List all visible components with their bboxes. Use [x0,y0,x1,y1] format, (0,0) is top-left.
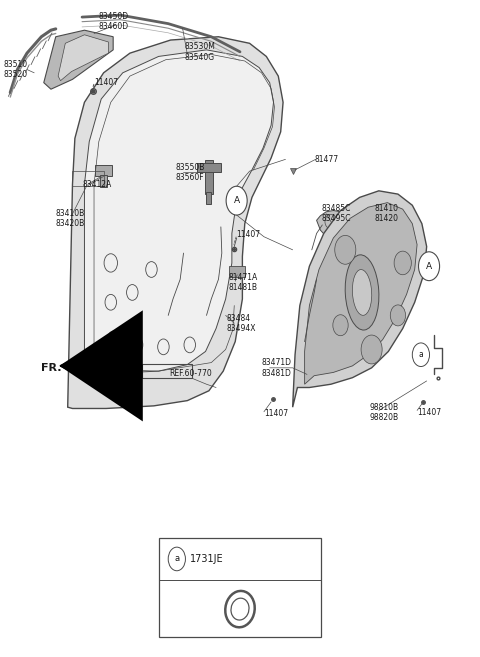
Text: 11407: 11407 [236,230,260,239]
Bar [158,538,322,637]
Text: 11407: 11407 [264,409,288,419]
Text: A: A [426,261,432,271]
Circle shape [394,251,411,275]
Text: 83410B
83420B: 83410B 83420B [56,209,85,228]
Text: 11407: 11407 [417,408,441,417]
Bar [197,164,221,173]
Text: 11407: 11407 [94,78,118,87]
Ellipse shape [352,269,372,315]
Text: FR.: FR. [41,363,62,373]
Text: REF.60-770: REF.60-770 [169,369,212,378]
Ellipse shape [345,255,379,330]
Text: A: A [234,196,240,205]
Bar [95,165,112,176]
Text: 81471A
81481B: 81471A 81481B [228,273,257,292]
Text: 83510
83520: 83510 83520 [3,60,27,79]
Text: a: a [419,350,423,359]
Circle shape [335,235,356,264]
Text: a: a [174,555,180,564]
Polygon shape [84,50,274,373]
Circle shape [333,315,348,336]
Polygon shape [58,35,108,81]
Polygon shape [68,37,283,409]
Polygon shape [305,202,417,384]
Text: 83412A: 83412A [82,180,111,189]
Text: 81410
81420: 81410 81420 [374,204,398,223]
Text: 1731JE: 1731JE [190,554,223,564]
Circle shape [419,252,440,281]
Bar [206,192,211,204]
Bar [205,160,213,194]
Polygon shape [293,191,427,407]
Circle shape [361,335,382,364]
Text: 81477: 81477 [314,155,338,164]
Text: 83450D
83460D: 83450D 83460D [98,12,128,32]
Bar [100,175,108,187]
Bar [142,364,192,378]
Text: 83484
83494X: 83484 83494X [227,313,256,333]
Circle shape [390,305,406,326]
Bar [229,265,245,277]
Circle shape [168,547,185,571]
Bar [72,171,104,185]
Text: 83530M
83540G: 83530M 83540G [185,42,216,62]
Circle shape [412,343,430,367]
Polygon shape [317,210,345,237]
Circle shape [226,186,247,215]
Text: 83550B
83560F: 83550B 83560F [175,163,205,182]
Text: 83485C
83495C: 83485C 83495C [322,204,351,223]
Text: 98810B
98820B: 98810B 98820B [369,403,398,422]
Text: 83471D
83481D: 83471D 83481D [262,358,291,378]
Polygon shape [44,30,113,89]
